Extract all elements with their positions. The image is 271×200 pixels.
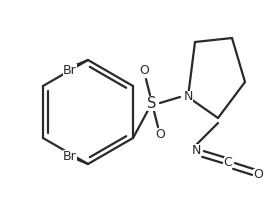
Text: N: N [191, 144, 201, 156]
Text: O: O [155, 129, 165, 142]
Text: O: O [253, 168, 263, 182]
Text: Br: Br [63, 64, 77, 76]
Text: N: N [183, 90, 193, 104]
Text: Br: Br [63, 150, 77, 162]
Text: C: C [224, 156, 232, 170]
Text: S: S [147, 96, 157, 110]
Text: O: O [139, 64, 149, 77]
